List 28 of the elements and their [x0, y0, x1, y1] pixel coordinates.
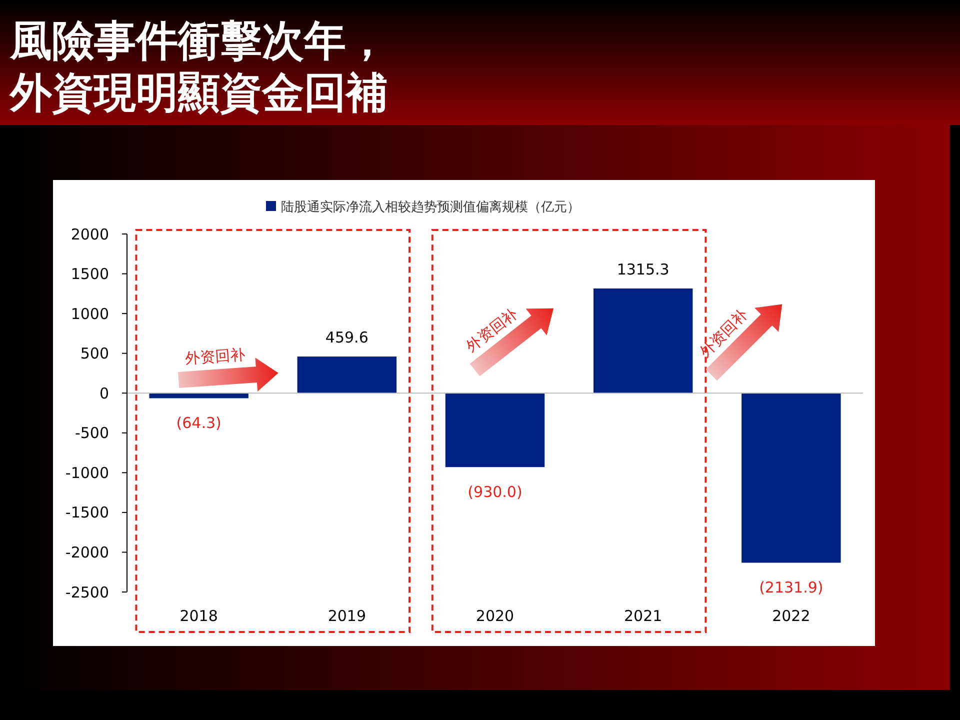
x-tick-label: 2019	[328, 607, 366, 625]
text: (2131.9)	[759, 578, 824, 597]
x-tick-label: 2018	[180, 607, 218, 625]
legend-label: 陆股通实际净流入相较趋势预测值偏离规模（亿元）	[281, 199, 580, 215]
y-tick-label: 2000	[70, 225, 109, 244]
bar	[593, 288, 693, 394]
y-tick-label: -500	[74, 424, 109, 442]
y-tick-label: -1500	[65, 504, 109, 522]
y-tick-label: -2500	[65, 583, 109, 602]
x-tick-label: 2022	[772, 607, 810, 625]
bar	[297, 356, 397, 394]
y-tick-label: 1500	[70, 265, 109, 284]
chart-title: 風險事件衝擊次年，外資現明顯資金回補	[9, 16, 388, 117]
y-tick-label: 0	[99, 384, 109, 402]
x-tick-label: 2021	[624, 607, 662, 625]
y-tick-label: 500	[80, 344, 109, 363]
x-tick-label: 2020	[476, 607, 514, 625]
bar	[445, 393, 545, 468]
bar	[742, 393, 841, 563]
y-tick-label: -1000	[65, 464, 109, 482]
text: (64.3)	[176, 414, 222, 432]
y-tick-label: -2000	[65, 543, 109, 562]
annotation: 外资回补	[184, 345, 246, 368]
text: 1315.3	[616, 260, 670, 278]
annotation: 外资回补	[462, 304, 521, 356]
text: (930.0)	[468, 483, 522, 502]
y-tick-label: 1000	[70, 304, 109, 323]
text: 459.6	[325, 328, 368, 347]
